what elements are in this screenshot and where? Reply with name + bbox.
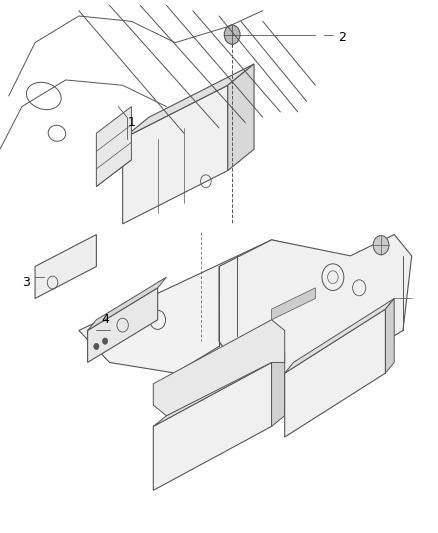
- Circle shape: [94, 343, 99, 350]
- Polygon shape: [228, 64, 254, 171]
- Polygon shape: [285, 309, 385, 437]
- Text: 3: 3: [22, 276, 30, 289]
- Polygon shape: [79, 240, 342, 373]
- Circle shape: [373, 236, 389, 255]
- Polygon shape: [35, 235, 96, 298]
- Text: 1: 1: [127, 116, 135, 129]
- Polygon shape: [272, 288, 315, 320]
- Polygon shape: [385, 298, 394, 373]
- Polygon shape: [272, 352, 285, 426]
- Text: 4: 4: [101, 313, 109, 326]
- Polygon shape: [153, 352, 285, 426]
- Polygon shape: [153, 362, 272, 490]
- Polygon shape: [88, 277, 166, 330]
- Polygon shape: [123, 64, 254, 139]
- Polygon shape: [219, 288, 250, 314]
- Polygon shape: [96, 107, 131, 187]
- Circle shape: [102, 338, 108, 344]
- Circle shape: [224, 25, 240, 44]
- Polygon shape: [123, 85, 228, 224]
- Polygon shape: [219, 235, 412, 416]
- Polygon shape: [88, 288, 158, 362]
- Polygon shape: [285, 298, 394, 373]
- Polygon shape: [153, 320, 285, 416]
- Text: 2: 2: [338, 31, 346, 44]
